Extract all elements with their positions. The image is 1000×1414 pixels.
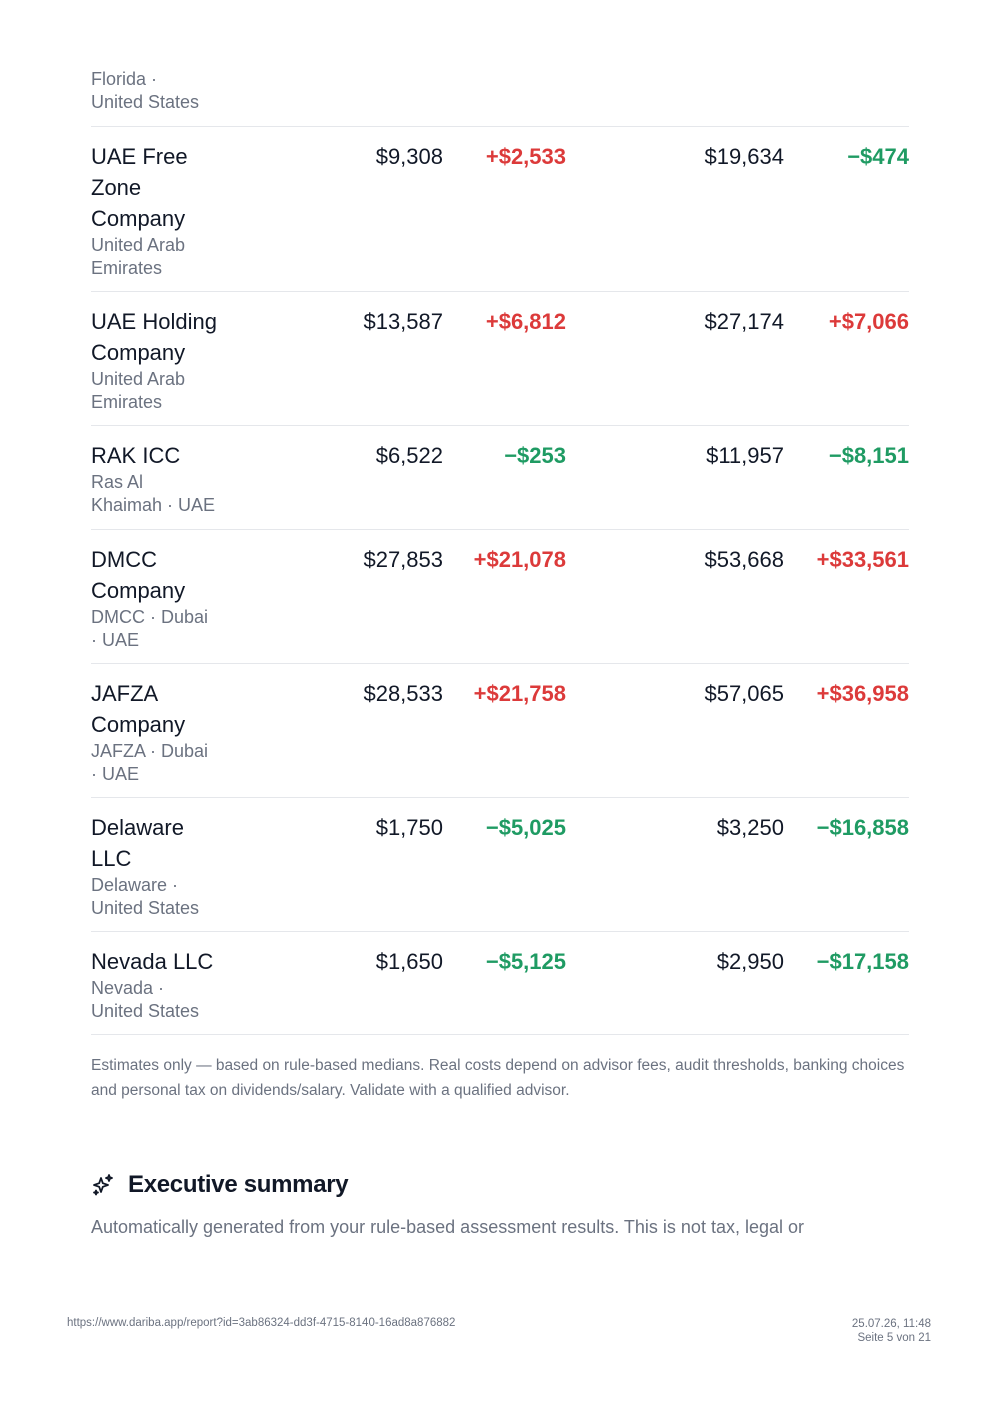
summary-intro: Automatically generated from your rule-b… xyxy=(91,1217,804,1237)
footer-url: https://www.dariba.app/report?id=3ab8632… xyxy=(67,1317,456,1329)
entity-name-line: Delaware xyxy=(91,815,184,840)
entity-cell: RAK ICC Ras Al Khaimah · UAE xyxy=(91,440,241,517)
entity-name-line: JAFZA xyxy=(91,681,159,706)
multi-year-delta: −$16,858 xyxy=(816,815,909,840)
cost-comparison-table: UAE Free Zone Company United Arab Emirates $9… xyxy=(91,127,909,1035)
entity-name-line: UAE Holding xyxy=(91,309,217,334)
entity-cell: Nevada LLC Nevada · United States xyxy=(91,946,241,1023)
multi-year-cost: $3,250 xyxy=(716,815,784,840)
multi-year-delta: +$33,561 xyxy=(816,547,909,572)
entity-location-line: Emirates xyxy=(91,392,163,412)
year-one-cost: $27,853 xyxy=(363,547,443,572)
footer-datetime: 25.07.26, 11:48 xyxy=(851,1318,931,1330)
entity-location-line: United Arab xyxy=(91,235,186,255)
year-one-cost: $9,308 xyxy=(375,144,443,169)
year-one-cost: $1,750 xyxy=(375,815,443,840)
year-one-cost: $28,533 xyxy=(363,681,443,706)
table-row: Delaware LLC Delaware · United States $1,750… xyxy=(91,798,909,932)
entity-location-line: Khaimah · UAE xyxy=(91,495,216,515)
entity-name-line: Nevada LLC xyxy=(91,949,214,974)
multi-year-delta: +$7,066 xyxy=(828,309,909,334)
table-row: RAK ICC Ras Al Khaimah · UAE $6,522 −$253 $11… xyxy=(91,426,909,530)
year-one-delta: −$5,125 xyxy=(485,949,566,974)
year-one-delta: +$6,812 xyxy=(485,309,566,334)
entity-name-line: Company xyxy=(91,340,186,365)
estimates-disclaimer: Estimates only — based on rule-based med… xyxy=(91,1057,905,1099)
entity-name-line: Company xyxy=(91,578,186,603)
entity-cell: DMCC Company DMCC · Dubai · UAE xyxy=(91,544,241,652)
multi-year-cost: $53,668 xyxy=(704,547,784,572)
entity-location-line: · UAE xyxy=(91,764,140,784)
sparkle-icon xyxy=(93,1174,113,1196)
footer-meta: 25.07.26, 11:48 Seite 5 von 21 xyxy=(852,1317,931,1345)
multi-year-delta: −$474 xyxy=(847,144,909,169)
entity-location-line: JAFZA · Dubai xyxy=(91,741,209,761)
entity-cell: JAFZA Company JAFZA · Dubai · UAE xyxy=(91,678,241,786)
entity-name-line: Company xyxy=(91,712,186,737)
multi-year-cost: $2,950 xyxy=(716,949,784,974)
multi-year-cost: $19,634 xyxy=(704,144,784,169)
entity-location-line: DMCC · Dubai xyxy=(91,607,209,627)
table-row: JAFZA Company JAFZA · Dubai · UAE $28,533 +$2… xyxy=(91,664,909,798)
entity-location-line: · UAE xyxy=(91,630,140,650)
entity-cell: Delaware LLC Delaware · United States xyxy=(91,812,241,920)
year-one-delta: +$2,533 xyxy=(485,144,566,169)
multi-year-cost: $27,174 xyxy=(704,309,784,334)
entity-name-line: DMCC xyxy=(91,547,157,572)
multi-year-cost: $11,957 xyxy=(706,443,784,468)
entity-name-line: UAE Free xyxy=(91,144,188,169)
summary-title: Executive summary xyxy=(128,1171,349,1198)
entity-location-line: Nevada · xyxy=(91,978,165,998)
table-row: UAE Free Zone Company United Arab Emirates $9… xyxy=(91,127,909,292)
multi-year-cost: $57,065 xyxy=(704,681,784,706)
year-one-delta: −$253 xyxy=(504,443,566,468)
table-row: DMCC Company DMCC · Dubai · UAE $27,853 +$21,… xyxy=(91,530,909,664)
year-one-cost: $13,587 xyxy=(363,309,443,334)
entity-name-line: Company xyxy=(91,206,186,231)
multi-year-delta: −$8,151 xyxy=(828,443,909,468)
year-one-delta: +$21,078 xyxy=(473,547,566,572)
table-row: UAE Holding Company United Arab Emirates $13… xyxy=(91,292,909,426)
table-row: Nevada LLC Nevada · United States $1,650 −$5… xyxy=(91,932,909,1035)
entity-name-line: Zone xyxy=(91,175,142,200)
entity-name-line: LLC xyxy=(91,846,132,871)
entity-cell: UAE Holding Company United Arab Emirates xyxy=(91,306,241,414)
year-one-delta: +$21,758 xyxy=(473,681,566,706)
multi-year-delta: +$36,958 xyxy=(816,681,909,706)
location-line: Florida · xyxy=(91,69,158,89)
footer-page-number: Seite 5 von 21 xyxy=(857,1332,931,1344)
entity-location-line: United Arab xyxy=(91,369,186,389)
year-one-cost: $6,522 xyxy=(375,443,443,468)
entity-location-line: Ras Al xyxy=(91,472,144,492)
location-line: United States xyxy=(91,92,200,112)
row-divider xyxy=(91,126,909,127)
year-one-delta: −$5,025 xyxy=(485,815,566,840)
entity-location-line: United States xyxy=(91,1001,200,1021)
entity-location-line: Emirates xyxy=(91,258,163,278)
executive-summary-heading: Executive summary xyxy=(91,1168,349,1202)
entity-name-line: RAK ICC xyxy=(91,443,181,468)
entity-location-line: Delaware · xyxy=(91,875,179,895)
entity-location-line: United States xyxy=(91,898,200,918)
year-one-cost: $1,650 xyxy=(375,949,443,974)
multi-year-delta: −$17,158 xyxy=(816,949,909,974)
previous-row-location: Florida · United States xyxy=(91,68,241,114)
entity-cell: UAE Free Zone Company United Arab Emirates xyxy=(91,141,241,280)
